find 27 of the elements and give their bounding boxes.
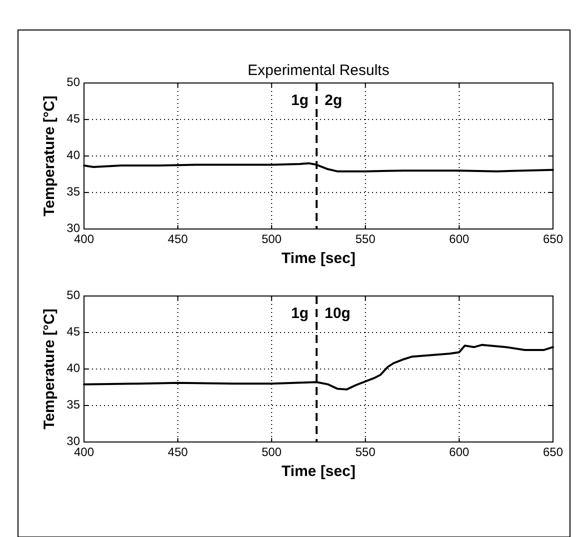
- y-tick-label: 50: [66, 288, 80, 302]
- y-tick-label: 45: [66, 324, 80, 339]
- y-tick-label: 50: [66, 75, 80, 90]
- y-tick-label: 35: [66, 184, 80, 199]
- x-tick-label: 500: [262, 445, 282, 459]
- x-axis-title: Time [sec]: [282, 463, 356, 480]
- annotation: 2g: [324, 92, 342, 109]
- chart-title: Experimental Results: [248, 62, 390, 79]
- y-tick-label: 45: [66, 112, 80, 126]
- x-tick-label: 600: [449, 232, 470, 246]
- x-tick-label: 550: [355, 232, 376, 246]
- x-tick-label: 550: [355, 445, 376, 459]
- x-tick-label: 450: [168, 232, 188, 246]
- y-tick-label: 40: [66, 148, 80, 162]
- x-tick-label: 450: [168, 445, 188, 459]
- x-tick-label: 650: [542, 445, 564, 459]
- annotation: 10g: [324, 304, 350, 322]
- x-axis-title: Time [sec]: [282, 250, 356, 267]
- annotation: 1g: [291, 304, 309, 322]
- annotation: 1g: [291, 92, 309, 109]
- y-axis-title: Temperature [°C]: [41, 308, 58, 430]
- y-tick-label: 40: [66, 361, 80, 376]
- y-axis-title: Temperature [°C]: [41, 96, 58, 216]
- y-tick-label: 35: [66, 398, 80, 412]
- x-tick-label: 650: [542, 232, 564, 246]
- x-tick-label: 600: [449, 445, 470, 459]
- x-tick-label: 500: [262, 232, 282, 246]
